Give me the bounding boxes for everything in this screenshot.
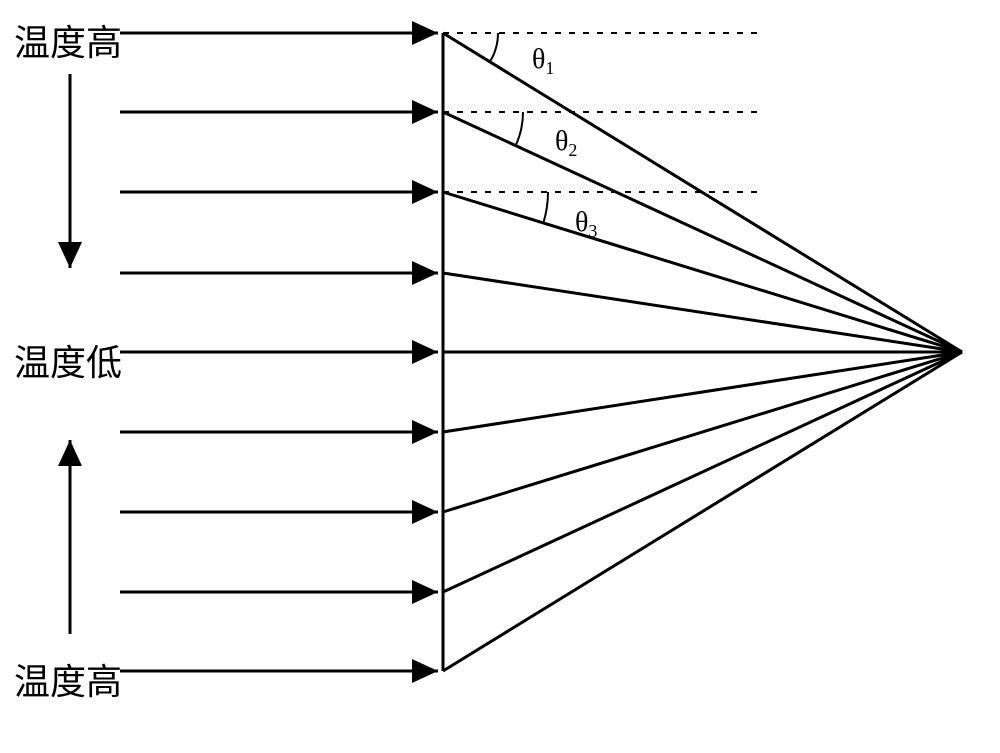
theta-label: θ1 <box>532 44 554 78</box>
label-temp-low-mid: 温度低 <box>14 334 122 386</box>
theta-label: θ3 <box>575 207 597 241</box>
diagram-svg: θ1 θ2 θ3 <box>0 0 1000 753</box>
refracted-ray <box>443 352 962 432</box>
angle-arc <box>516 112 523 146</box>
refracted-ray <box>443 33 962 352</box>
refracted-ray <box>443 352 962 512</box>
refracted-ray <box>443 273 962 352</box>
angle-arc <box>543 192 548 223</box>
label-temp-high-top: 温度高 <box>14 14 122 66</box>
theta-label: θ2 <box>555 126 577 160</box>
refracted-ray <box>443 352 962 671</box>
angle-arc <box>490 33 498 62</box>
refracted-ray <box>443 192 962 352</box>
label-temp-high-bottom: 温度高 <box>14 653 122 705</box>
diagram-root: θ1 θ2 θ3 温度高 温度低 温度高 <box>0 0 1000 753</box>
refracted-ray <box>443 352 962 592</box>
refracted-ray <box>443 112 962 352</box>
